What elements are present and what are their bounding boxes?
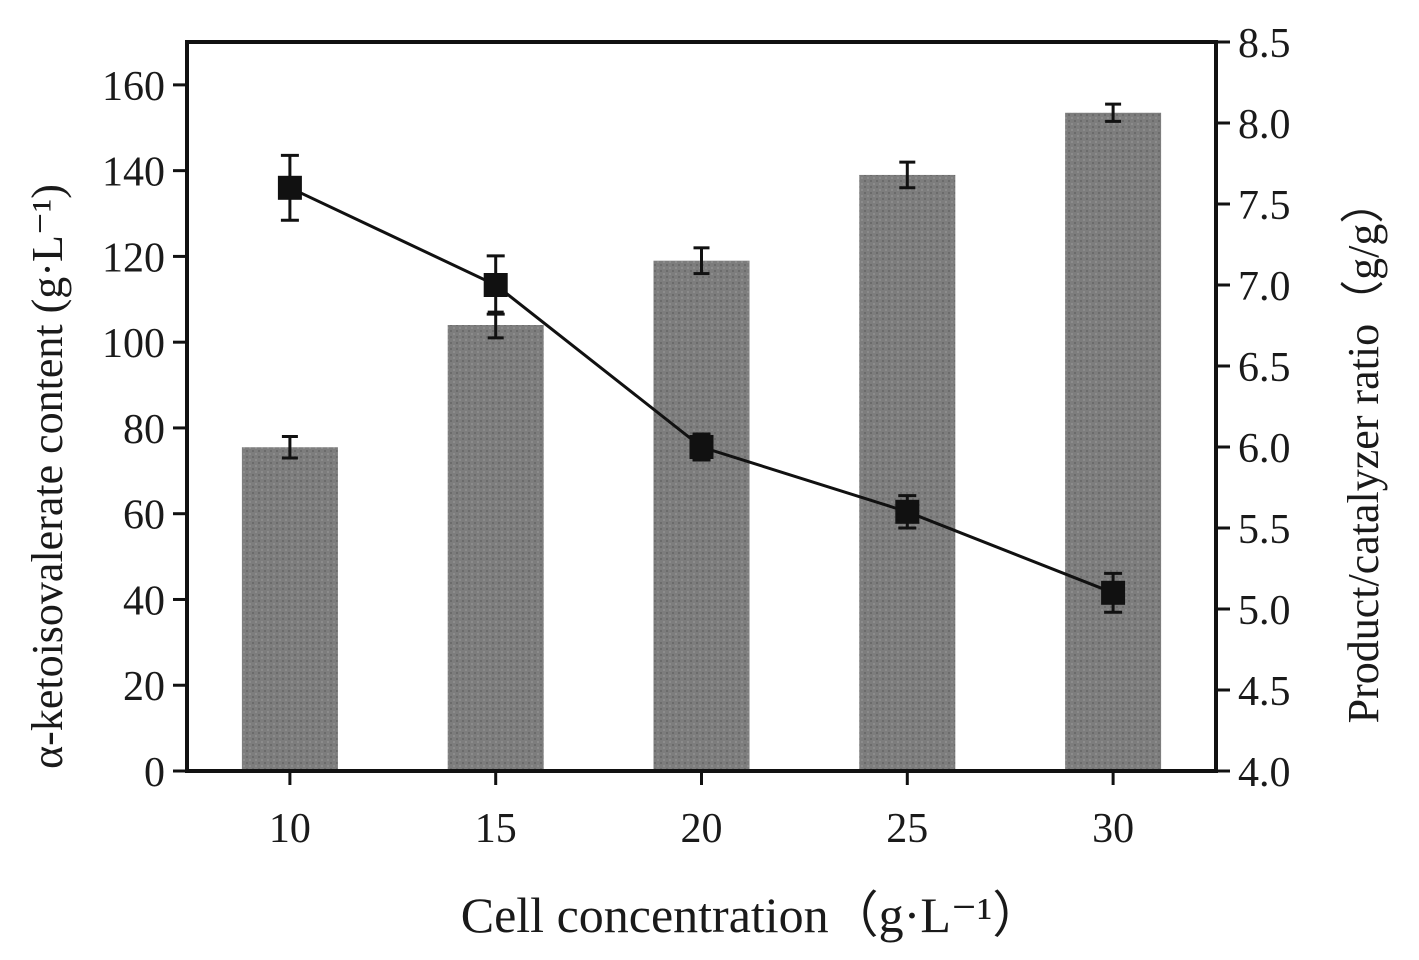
y2-tick-label: 4.5 — [1238, 669, 1291, 715]
ratio-point — [895, 499, 920, 524]
y2-tick-label: 5.5 — [1238, 507, 1291, 553]
bar — [241, 447, 338, 771]
y2-tick-label: 7.5 — [1238, 183, 1291, 229]
ratio-point — [1101, 580, 1126, 605]
ratio-point — [483, 273, 508, 297]
x-tick-label: 30 — [1092, 806, 1134, 852]
bar-error-bar — [899, 160, 916, 190]
y-tick-label: 120 — [102, 235, 165, 281]
y-tick-label: 100 — [102, 321, 165, 367]
y-tick-label: 40 — [123, 578, 165, 624]
ratio-point — [277, 175, 302, 200]
bar-error-bar — [1105, 102, 1122, 123]
y-tick-label: 160 — [102, 64, 165, 110]
bar — [859, 174, 956, 771]
y-tick-label: 0 — [144, 750, 165, 796]
ratio-line-layer — [277, 153, 1126, 614]
y2-tick-label: 6.5 — [1238, 345, 1291, 391]
right-y-axis: 4.0 4.5 5.0 5.5 6.0 6.5 7.0 7.5 8.0 8.5 — [1216, 21, 1291, 796]
x-axis: 10 15 20 25 30 — [269, 771, 1134, 852]
x-axis-title: Cell concentration（g·L⁻¹） — [461, 887, 1043, 943]
y-tick-label: 60 — [123, 493, 165, 539]
bar — [653, 260, 750, 771]
y2-tick-label: 8.0 — [1238, 102, 1291, 148]
bars-layer — [241, 112, 1162, 772]
y-tick-label: 80 — [123, 407, 165, 453]
y2-tick-label: 8.5 — [1238, 21, 1291, 67]
y2-tick-label: 7.0 — [1238, 264, 1291, 310]
y-tick-label: 20 — [123, 664, 165, 710]
x-tick-label: 25 — [886, 806, 928, 852]
bar — [447, 325, 544, 771]
left-y-axis-title: α-ketoisovalerate content (g·L⁻¹) — [23, 184, 72, 769]
x-tick-label: 15 — [475, 806, 517, 852]
y-tick-label: 140 — [102, 150, 165, 196]
left-y-axis: 0 20 40 60 80 100 120 140 160 — [102, 64, 187, 796]
bar-error-bars — [281, 102, 1122, 460]
bar — [1065, 112, 1162, 772]
bar-error-bar — [281, 435, 298, 460]
y2-tick-label: 6.0 — [1238, 426, 1291, 472]
x-tick-label: 20 — [681, 806, 723, 852]
right-y-axis-title: Product/catalyzer ratio（g/g） — [1339, 180, 1388, 724]
ratio-point — [689, 435, 714, 459]
x-tick-label: 10 — [269, 806, 311, 852]
bar-error-bar — [693, 246, 710, 276]
y2-tick-label: 4.0 — [1238, 750, 1291, 796]
y2-tick-label: 5.0 — [1238, 588, 1291, 634]
